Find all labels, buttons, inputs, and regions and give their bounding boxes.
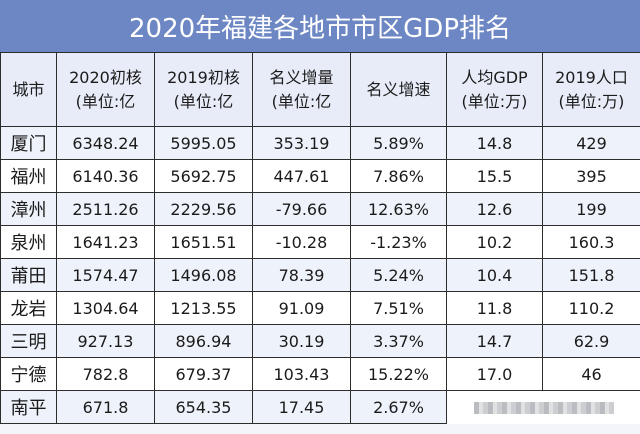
watermark-overlay (473, 402, 614, 415)
column-header-line2: (单位:万) (461, 91, 528, 111)
cell-increase: 447.61 (252, 159, 351, 193)
cell-city: 泉州 (0, 225, 57, 259)
column-header-line1: 2019人口 (555, 67, 628, 87)
cell-increase: 353.19 (252, 126, 351, 160)
table-row: 漳州 2511.26 2229.56 -79.66 12.63% 12.6 199 (0, 192, 640, 226)
table-row: 福州 6140.36 5692.75 447.61 7.86% 15.5 395 (0, 159, 640, 193)
page-title: 2020年福建各地市市区GDP排名 (0, 0, 640, 52)
cell-growth: 15.22% (350, 357, 447, 391)
column-header-gdp2019: 2019初核 (单位:亿 (154, 52, 253, 127)
column-header-line2: (单位:亿 (271, 91, 332, 111)
cell-per-capita: 15.5 (446, 159, 543, 193)
cell-gdp2019: 1213.55 (154, 291, 253, 325)
gdp-table: 城市 2020初核 (单位:亿 2019初核 (单位:亿 名义增量 (单位:亿 名义增速 人均G… (0, 52, 640, 424)
cell-per-capita: 17.0 (446, 357, 543, 391)
table-row: 莆田 1574.47 1496.08 78.39 5.24% 10.4 151.8 (0, 258, 640, 292)
cell-gdp2019: 5995.05 (154, 126, 253, 160)
table-body: 厦门 6348.24 5995.05 353.19 5.89% 14.8 429 福州 6140… (0, 126, 640, 424)
cell-increase: 91.09 (252, 291, 351, 325)
cell-gdp2020: 1641.23 (56, 225, 155, 259)
cell-per-capita: 11.8 (446, 291, 543, 325)
cell-gdp2020: 1574.47 (56, 258, 155, 292)
cell-city: 厦门 (0, 126, 57, 160)
column-header-line1: 名义增量 (269, 67, 334, 87)
column-header-line1: 人均GDP (461, 67, 528, 87)
column-header-line2: (单位:亿 (75, 91, 136, 111)
cell-city: 福州 (0, 159, 57, 193)
cell-pop2019: 62.9 (542, 324, 640, 358)
cell-pop2019: 199 (542, 192, 640, 226)
table-header-row: 城市 2020初核 (单位:亿 2019初核 (单位:亿 名义增量 (单位:亿 名义增速 人均G… (0, 52, 640, 127)
cell-pop2019: 151.8 (542, 258, 640, 292)
cell-per-capita: 10.4 (446, 258, 543, 292)
cell-city: 漳州 (0, 192, 57, 226)
cell-pop2019: 110.2 (542, 291, 640, 325)
cell-city: 龙岩 (0, 291, 57, 325)
cell-pop2019: 46 (542, 357, 640, 391)
column-header-line1: 2019初核 (167, 67, 240, 87)
cell-per-capita: 12.6 (446, 192, 543, 226)
column-header-city: 城市 (0, 52, 57, 127)
cell-growth: -1.23% (350, 225, 447, 259)
table-row: 三明 927.13 896.94 30.19 3.37% 14.7 62.9 (0, 324, 640, 358)
cell-increase: 78.39 (252, 258, 351, 292)
table-row: 龙岩 1304.64 1213.55 91.09 7.51% 11.8 110.2 (0, 291, 640, 325)
cell-pop2019: 160.3 (542, 225, 640, 259)
column-header-line2: (单位:万) (558, 91, 625, 111)
cell-gdp2019: 5692.75 (154, 159, 253, 193)
cell-increase: 17.45 (252, 390, 351, 424)
cell-gdp2019: 2229.56 (154, 192, 253, 226)
cell-city: 宁德 (0, 357, 57, 391)
cell-per-capita: 14.7 (446, 324, 543, 358)
cell-per-capita (446, 390, 640, 424)
cell-increase: -10.28 (252, 225, 351, 259)
cell-gdp2019: 1496.08 (154, 258, 253, 292)
cell-gdp2019: 679.37 (154, 357, 253, 391)
column-header-per-capita: 人均GDP (单位:万) (446, 52, 543, 127)
cell-per-capita: 14.8 (446, 126, 543, 160)
column-header-line1: 城市 (12, 79, 45, 99)
table-row: 宁德 782.8 679.37 103.43 15.22% 17.0 46 (0, 357, 640, 391)
cell-gdp2020: 927.13 (56, 324, 155, 358)
cell-gdp2020: 1304.64 (56, 291, 155, 325)
cell-gdp2019: 654.35 (154, 390, 253, 424)
cell-per-capita: 10.2 (446, 225, 543, 259)
column-header-line2: (单位:亿 (173, 91, 234, 111)
cell-growth: 12.63% (350, 192, 447, 226)
table-row: 泉州 1641.23 1651.51 -10.28 -1.23% 10.2 160.3 (0, 225, 640, 259)
cell-gdp2020: 671.8 (56, 390, 155, 424)
cell-growth: 7.51% (350, 291, 447, 325)
cell-gdp2020: 6348.24 (56, 126, 155, 160)
column-header-line1: 名义增速 (366, 79, 431, 99)
column-header-growth: 名义增速 (350, 52, 447, 127)
cell-increase: 30.19 (252, 324, 351, 358)
cell-growth: 3.37% (350, 324, 447, 358)
column-header-pop2019: 2019人口 (单位:万) (542, 52, 640, 127)
cell-city: 莆田 (0, 258, 57, 292)
column-header-line1: 2020初核 (69, 67, 142, 87)
cell-increase: -79.66 (252, 192, 351, 226)
cell-increase: 103.43 (252, 357, 351, 391)
column-header-gdp2020: 2020初核 (单位:亿 (56, 52, 155, 127)
cell-growth: 5.24% (350, 258, 447, 292)
cell-pop2019: 395 (542, 159, 640, 193)
table-row: 厦门 6348.24 5995.05 353.19 5.89% 14.8 429 (0, 126, 640, 160)
table-row: 南平 671.8 654.35 17.45 2.67% (0, 390, 640, 424)
cell-growth: 2.67% (350, 390, 447, 424)
cell-gdp2020: 6140.36 (56, 159, 155, 193)
cell-gdp2019: 1651.51 (154, 225, 253, 259)
cell-city: 三明 (0, 324, 57, 358)
cell-pop2019: 429 (542, 126, 640, 160)
cell-gdp2019: 896.94 (154, 324, 253, 358)
cell-growth: 7.86% (350, 159, 447, 193)
cell-gdp2020: 782.8 (56, 357, 155, 391)
cell-growth: 5.89% (350, 126, 447, 160)
cell-gdp2020: 2511.26 (56, 192, 155, 226)
column-header-increase: 名义增量 (单位:亿 (252, 52, 351, 127)
cell-city: 南平 (0, 390, 57, 424)
